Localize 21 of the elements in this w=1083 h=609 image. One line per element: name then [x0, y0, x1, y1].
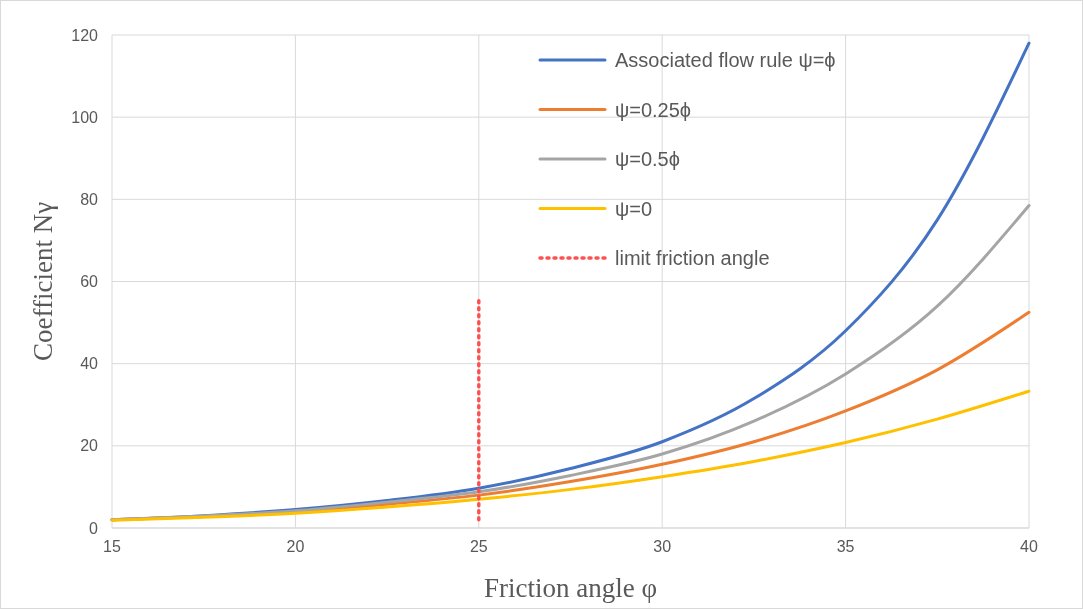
x-tick-label: 35	[836, 538, 855, 555]
y-tick-label: 100	[71, 108, 99, 126]
x-tick-label: 40	[1020, 538, 1038, 555]
line-series	[110, 389, 1031, 522]
x-axis-title: Friction angle φ	[483, 573, 658, 603]
legend-label: Associated flow rule ψ=ϕ	[615, 49, 836, 71]
legend-label: ψ=0.5ϕ	[615, 148, 680, 170]
y-tick-label: 80	[80, 190, 99, 208]
y-tick-label: 120	[71, 26, 99, 44]
x-tick-label: 25	[469, 538, 488, 555]
y-tick-label: 0	[89, 519, 99, 537]
x-tick-label: 20	[286, 538, 305, 555]
legend-label: ψ=0.25ϕ	[615, 98, 692, 121]
x-tick-label: 30	[653, 538, 672, 555]
y-axis-title: Coefficient Nγ	[28, 201, 58, 362]
x-tick-label: 15	[103, 538, 121, 555]
y-tick-label: 60	[80, 273, 99, 291]
legend-label: limit friction angle	[615, 247, 770, 269]
legend-label: ψ=0	[615, 197, 653, 220]
y-tick-label: 40	[80, 355, 99, 373]
y-tick-label: 20	[80, 437, 99, 455]
